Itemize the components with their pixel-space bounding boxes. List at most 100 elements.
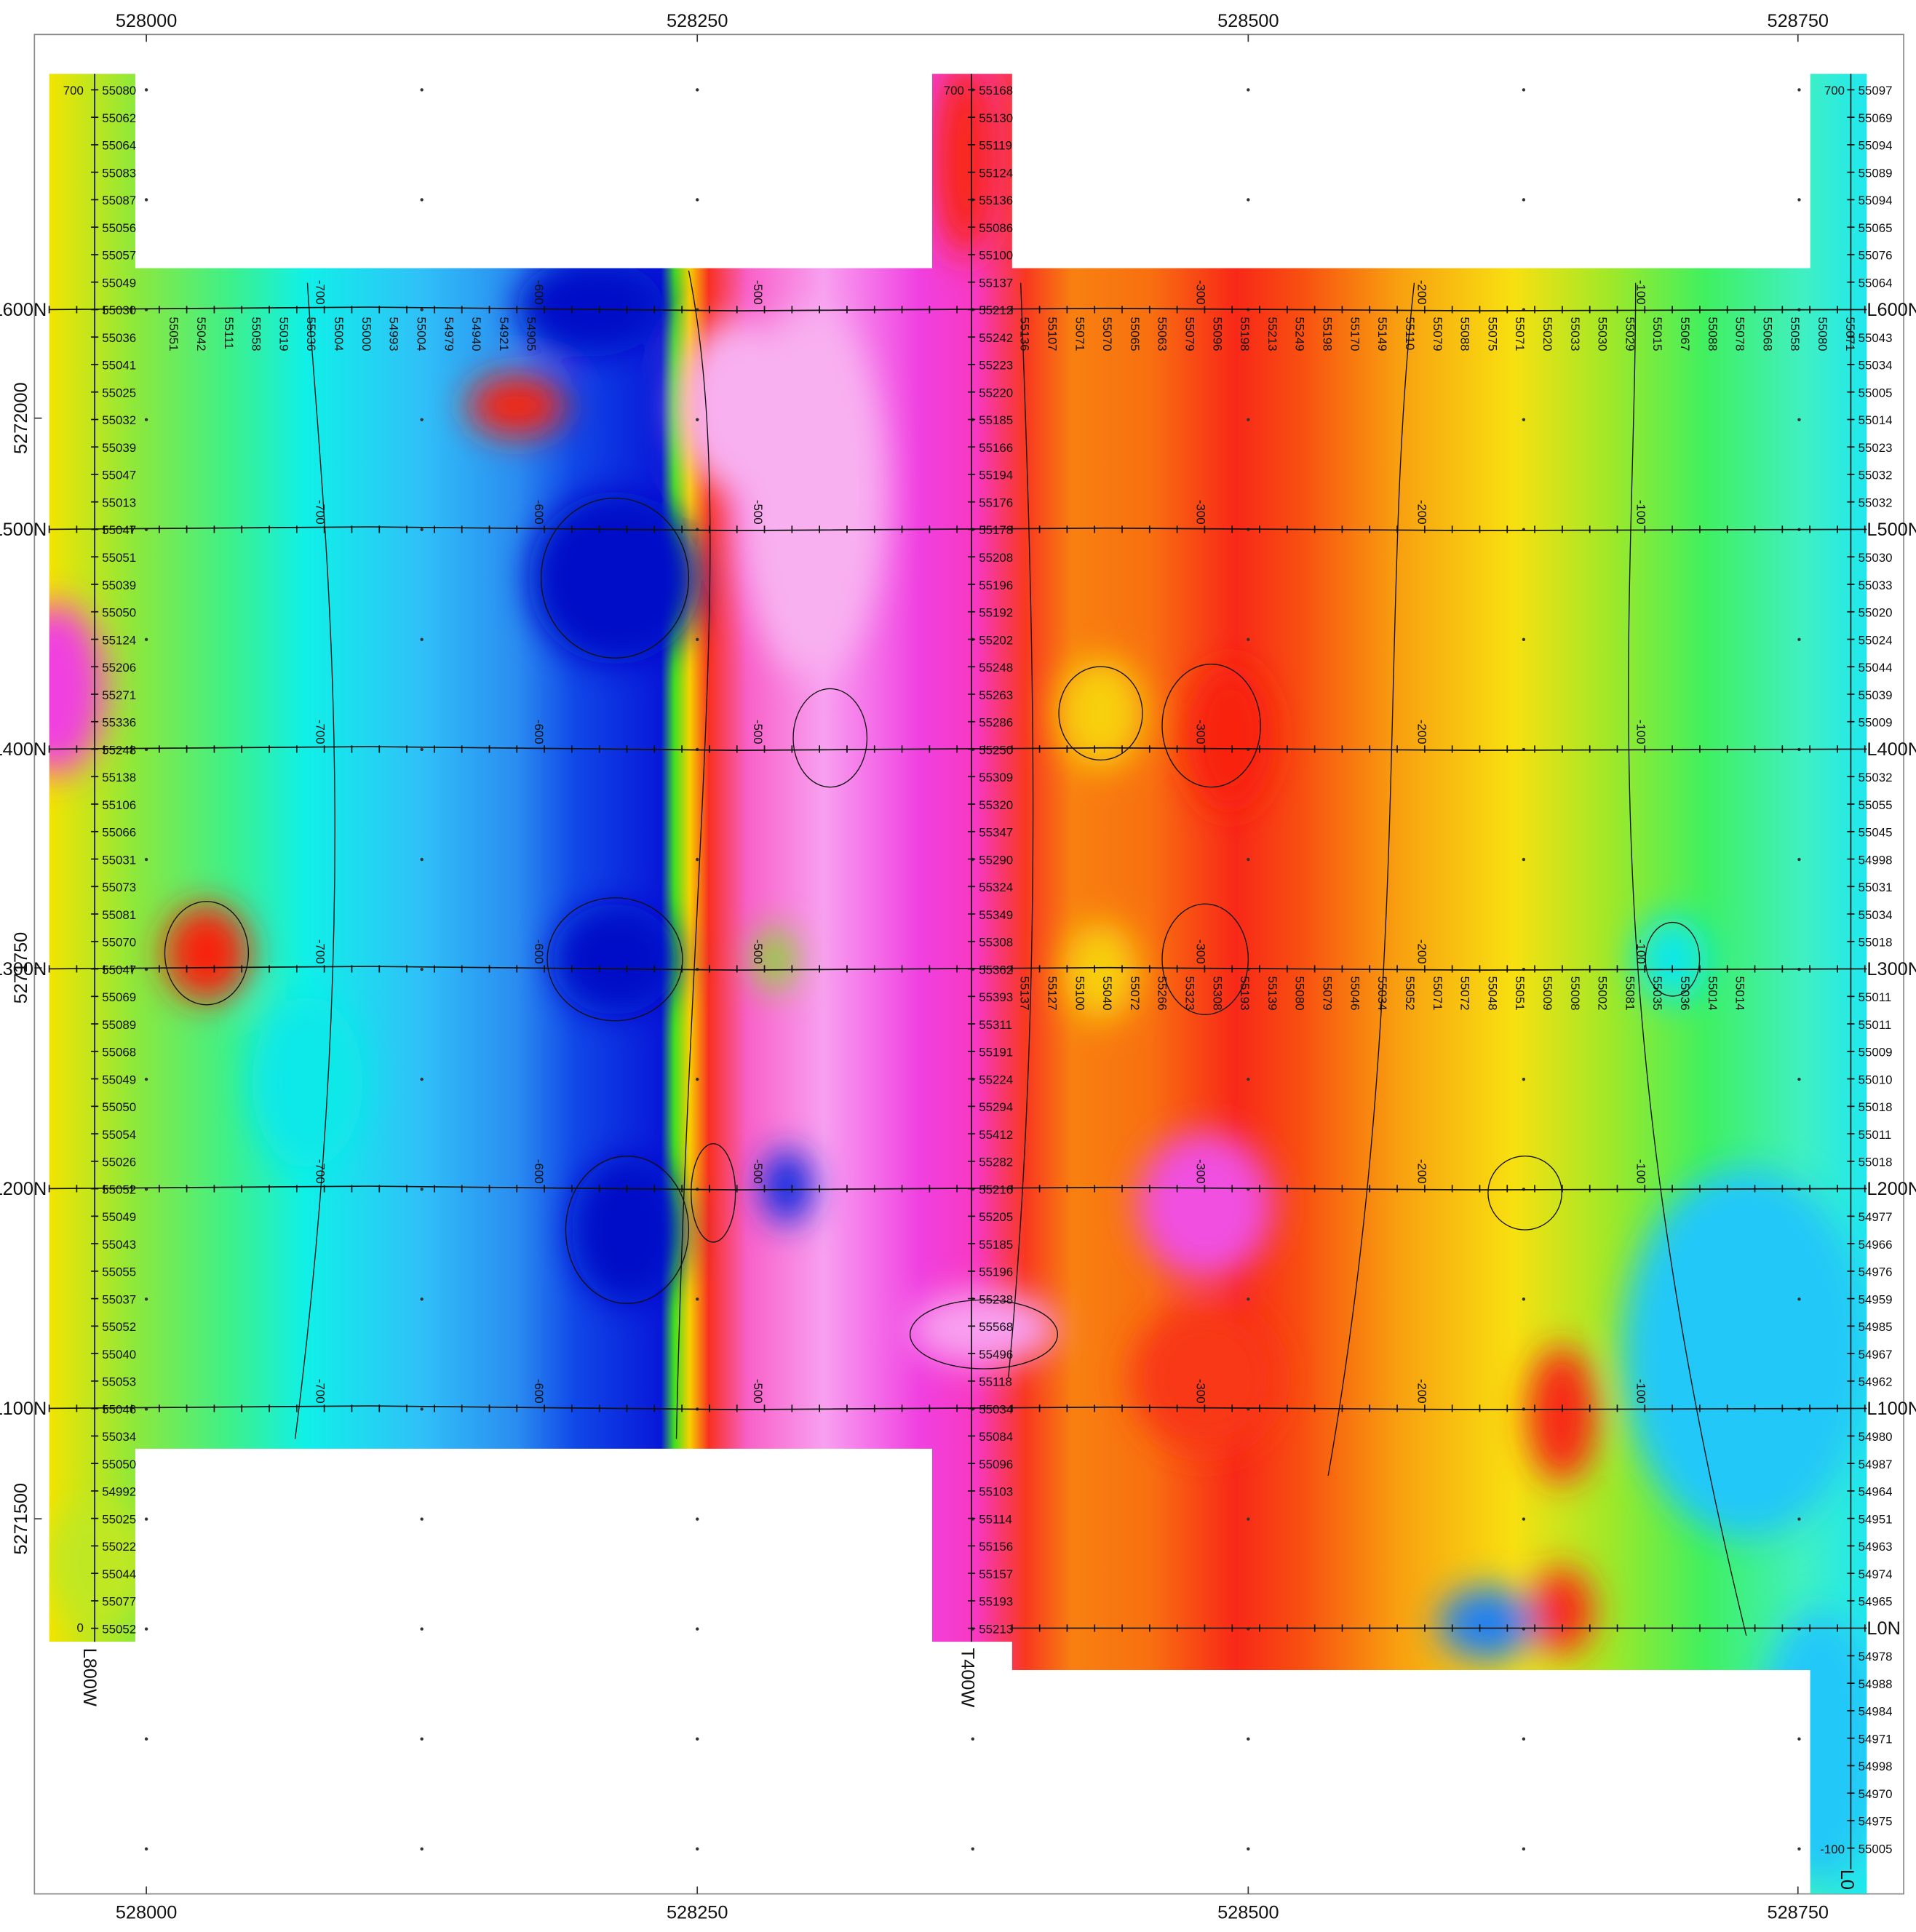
station-reading: 54980 bbox=[1859, 1430, 1893, 1444]
contour-label: -600 bbox=[532, 720, 546, 744]
station-reading: 55026 bbox=[102, 1156, 136, 1169]
contour-label: -300 bbox=[1193, 1379, 1207, 1404]
station-reading: 54967 bbox=[1859, 1348, 1893, 1361]
grid-dot bbox=[1522, 1517, 1525, 1520]
line-reading: 55052 bbox=[1403, 977, 1417, 1011]
station-reading: 55018 bbox=[1859, 1156, 1893, 1169]
line-reading: 55072 bbox=[1128, 977, 1142, 1011]
line-label: L300N bbox=[0, 959, 47, 979]
grid-dot bbox=[1522, 1078, 1525, 1081]
line-label: L600N bbox=[1867, 300, 1916, 320]
station-reading: 55166 bbox=[979, 441, 1013, 455]
grid-dot bbox=[696, 418, 699, 421]
station-reading: 55009 bbox=[1859, 1046, 1893, 1060]
station-reading: 55052 bbox=[102, 1320, 136, 1334]
grid-dot bbox=[145, 198, 148, 201]
station-reading: 55052 bbox=[102, 1182, 136, 1196]
station-reading: 55282 bbox=[979, 1156, 1013, 1169]
station-reading: 54987 bbox=[1859, 1458, 1893, 1471]
station-reading: 55066 bbox=[102, 826, 136, 840]
grid-dot bbox=[1247, 418, 1249, 421]
grid-dot bbox=[420, 528, 423, 531]
contour-label: -300 bbox=[1193, 1159, 1207, 1184]
x-tick-label: 528500 bbox=[1217, 11, 1279, 31]
station-reading: 55347 bbox=[979, 826, 1013, 840]
station-reading: 55178 bbox=[979, 523, 1013, 537]
line-reading: 55051 bbox=[1513, 977, 1527, 1011]
line-reading: 55213 bbox=[1265, 317, 1279, 351]
station-reading: 55032 bbox=[1859, 771, 1893, 784]
station-reading: 55050 bbox=[102, 606, 136, 620]
grid-dot bbox=[1797, 88, 1800, 91]
station-reading: 55034 bbox=[1859, 908, 1893, 922]
station-reading: 55568 bbox=[979, 1320, 1013, 1334]
station-reading: 55202 bbox=[979, 633, 1013, 647]
grid-dot bbox=[1247, 198, 1249, 201]
tie-label: L0 bbox=[1837, 1869, 1857, 1890]
grid-dot bbox=[1247, 1078, 1249, 1081]
grid-dot bbox=[420, 1078, 423, 1081]
station-reading: 55044 bbox=[1859, 661, 1893, 675]
grid-dot bbox=[145, 1737, 148, 1740]
grid-dot bbox=[145, 1078, 148, 1081]
station-reading: 55223 bbox=[979, 359, 1013, 373]
grid-dot bbox=[420, 748, 423, 751]
contour-label: -200 bbox=[1415, 1379, 1429, 1404]
station-reading: 55041 bbox=[102, 359, 136, 373]
line-reading: 55080 bbox=[1816, 317, 1829, 351]
line-reading: 55149 bbox=[1375, 317, 1389, 351]
line-reading: 55063 bbox=[1156, 317, 1169, 351]
line-label: L400N bbox=[0, 739, 47, 760]
station-reading: 55032 bbox=[1859, 469, 1893, 482]
line-label: L600N bbox=[0, 300, 47, 320]
grid-dot bbox=[145, 418, 148, 421]
station-reading: 55263 bbox=[979, 688, 1013, 702]
line-reading: 55004 bbox=[332, 317, 346, 351]
grid-dot bbox=[420, 1848, 423, 1850]
station-reading: 54988 bbox=[1859, 1677, 1893, 1691]
grid-dot bbox=[420, 1188, 423, 1190]
contour-label: -600 bbox=[532, 939, 546, 964]
grid-dot bbox=[1797, 1297, 1800, 1300]
grid-dot bbox=[420, 1407, 423, 1410]
station-reading: 55311 bbox=[979, 1018, 1012, 1032]
line-reading: 55071 bbox=[1513, 317, 1527, 351]
line-reading: 55008 bbox=[1568, 977, 1582, 1011]
line-reading: 55137 bbox=[1018, 977, 1032, 1011]
station-reading: 55009 bbox=[1859, 716, 1893, 730]
station-reading: 54998 bbox=[1859, 1760, 1893, 1773]
contour-label: -600 bbox=[532, 1379, 546, 1404]
contour-label: -500 bbox=[751, 1159, 765, 1184]
line-label: L300N bbox=[1867, 959, 1916, 979]
grid-dot bbox=[1247, 1297, 1249, 1300]
line-reading: 55193 bbox=[1238, 977, 1252, 1011]
grid-dot bbox=[1522, 88, 1525, 91]
grid-dot bbox=[145, 1848, 148, 1850]
map: 5280005280005282505282505285005285005287… bbox=[0, 0, 1916, 1928]
line-reading: 55111 bbox=[222, 317, 236, 349]
line-reading: 55058 bbox=[1788, 317, 1802, 351]
station-reading: 55064 bbox=[1859, 276, 1893, 290]
station-reading: 55084 bbox=[979, 1430, 1013, 1444]
contour-label: -100 bbox=[1634, 500, 1647, 525]
line-reading: 55198 bbox=[1238, 317, 1252, 351]
station-reading: 55069 bbox=[102, 990, 136, 1004]
grid-dot bbox=[696, 1737, 699, 1740]
line-reading: 55075 bbox=[1485, 317, 1499, 351]
station-reading: 55030 bbox=[1859, 551, 1893, 565]
station-reading: 55025 bbox=[102, 386, 136, 399]
station-reading: 55054 bbox=[102, 1128, 136, 1142]
station-reading: 55050 bbox=[102, 1458, 136, 1471]
station-reading: 54985 bbox=[1859, 1320, 1893, 1334]
station-reading: 55047 bbox=[102, 963, 136, 977]
contour-label: -500 bbox=[751, 280, 765, 305]
line-reading: 55015 bbox=[1650, 317, 1664, 351]
contour-label: -700 bbox=[313, 1159, 327, 1184]
station-reading: 55248 bbox=[979, 661, 1013, 675]
grid-dot bbox=[1522, 638, 1525, 641]
end-label: 700 bbox=[1824, 84, 1845, 98]
grid-dot bbox=[1797, 1737, 1800, 1740]
station-reading: 55083 bbox=[102, 166, 136, 180]
line-reading: 55002 bbox=[1596, 977, 1610, 1011]
line-reading: 55071 bbox=[1431, 977, 1444, 1011]
